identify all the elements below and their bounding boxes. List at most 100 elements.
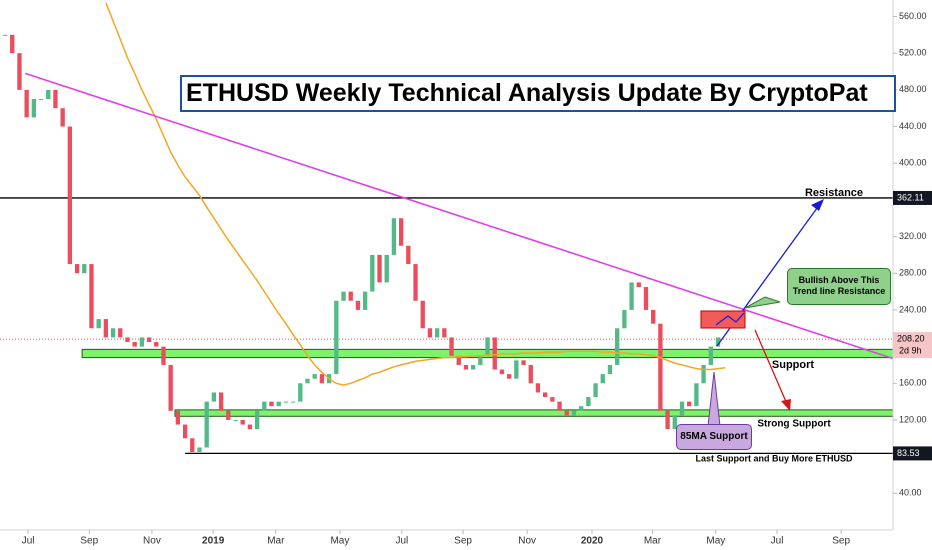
resistance-label: Resistance: [805, 187, 863, 199]
candle: [701, 364, 706, 384]
candle: [679, 401, 685, 416]
support-zone: [174, 409, 893, 417]
bear-arrow-head: [781, 399, 791, 411]
candle: [89, 264, 94, 329]
candle: [60, 108, 65, 127]
x-tick-label: Sep: [832, 536, 850, 547]
candle: [110, 328, 116, 338]
y-tick-label: 160.00: [899, 378, 927, 388]
candle: [305, 378, 310, 384]
candle: [175, 410, 181, 425]
breakout-path: [715, 312, 745, 326]
candle: [413, 264, 418, 301]
candle: [506, 374, 512, 379]
last-price-label: 208.20: [897, 333, 925, 343]
candle: [579, 406, 584, 411]
bullish-text: Bullish Above This Trend line Resistance: [792, 275, 886, 296]
support-label: Support: [772, 359, 814, 371]
candle: [499, 369, 505, 375]
candle: [391, 218, 397, 255]
candle: [204, 401, 209, 448]
candle: [434, 328, 440, 338]
x-tick-label: May: [330, 536, 349, 547]
candle: [46, 89, 51, 100]
candle: [651, 309, 656, 324]
candle: [154, 342, 159, 347]
countdown-label: 2d 9h: [899, 345, 922, 355]
candle: [82, 264, 87, 274]
candle: [449, 337, 454, 356]
candle: [672, 415, 677, 430]
candle: [312, 374, 317, 379]
x-tick-label: Jul: [771, 536, 784, 547]
candle: [348, 291, 353, 301]
candle: [10, 34, 15, 54]
candle: [139, 337, 145, 347]
candle: [262, 401, 267, 411]
candle: [607, 364, 613, 375]
candle: [146, 337, 152, 343]
candle: [485, 337, 490, 356]
candle: [571, 410, 577, 416]
candle: [38, 99, 44, 101]
y-tick-label: 520.00: [899, 48, 927, 58]
candle: [521, 360, 526, 365]
candle: [254, 410, 260, 430]
candle: [182, 424, 188, 439]
candle: [398, 218, 404, 246]
x-tick-label: Sep: [80, 536, 98, 547]
y-tick-label: 40.00: [899, 488, 922, 498]
candle: [290, 401, 296, 403]
price-tag: [893, 190, 932, 205]
last-support-label: Last Support and Buy More ETHUSD: [695, 453, 853, 463]
candle: [535, 383, 541, 393]
candle: [470, 364, 476, 370]
candle: [550, 397, 555, 402]
candle: [67, 126, 73, 265]
moving-average: [105, 2, 726, 386]
x-tick-label: Mar: [267, 536, 285, 547]
trendline: [24, 72, 893, 360]
bear-arrow: [754, 329, 788, 405]
candle: [17, 53, 22, 90]
candle: [636, 282, 641, 288]
candle: [31, 99, 37, 118]
y-tick-label: 280.00: [899, 268, 927, 278]
x-tick-label: 2020: [581, 536, 604, 547]
candle: [233, 419, 238, 421]
x-tick-label: Jul: [395, 536, 408, 547]
candle: [334, 300, 339, 375]
candle: [190, 438, 195, 453]
candle: [125, 337, 130, 343]
candle: [247, 424, 253, 430]
candle: [269, 401, 274, 407]
x-tick-label: 2019: [202, 536, 225, 547]
candle: [283, 401, 289, 403]
x-tick-label: Nov: [518, 536, 536, 547]
candle: [622, 309, 627, 329]
candle: [161, 346, 166, 365]
candle: [218, 392, 224, 411]
ma-text: 85MA Support: [680, 431, 748, 442]
candle: [53, 89, 58, 109]
candle: [168, 364, 173, 411]
chart-title: ETHUSD Weekly Technical Analysis Update …: [186, 79, 868, 107]
candle: [687, 401, 692, 407]
candle: [543, 392, 548, 398]
candle: [319, 374, 325, 384]
x-tick-label: May: [706, 536, 725, 547]
candle: [211, 392, 217, 402]
strong-support-label: Strong Support: [757, 419, 831, 430]
price-tag: [893, 446, 932, 461]
candle: [629, 282, 634, 310]
bull-arrow-head: [811, 199, 824, 211]
x-tick-label: Jul: [22, 536, 35, 547]
candle: [406, 245, 411, 265]
candle: [694, 383, 699, 407]
title-box: ETHUSD Weekly Technical Analysis Update …: [180, 75, 896, 112]
candle: [132, 342, 137, 347]
candle: [226, 410, 231, 420]
candle: [341, 291, 346, 301]
x-tick-label: Sep: [454, 536, 472, 547]
y-tick-label: 560.00: [899, 11, 927, 21]
